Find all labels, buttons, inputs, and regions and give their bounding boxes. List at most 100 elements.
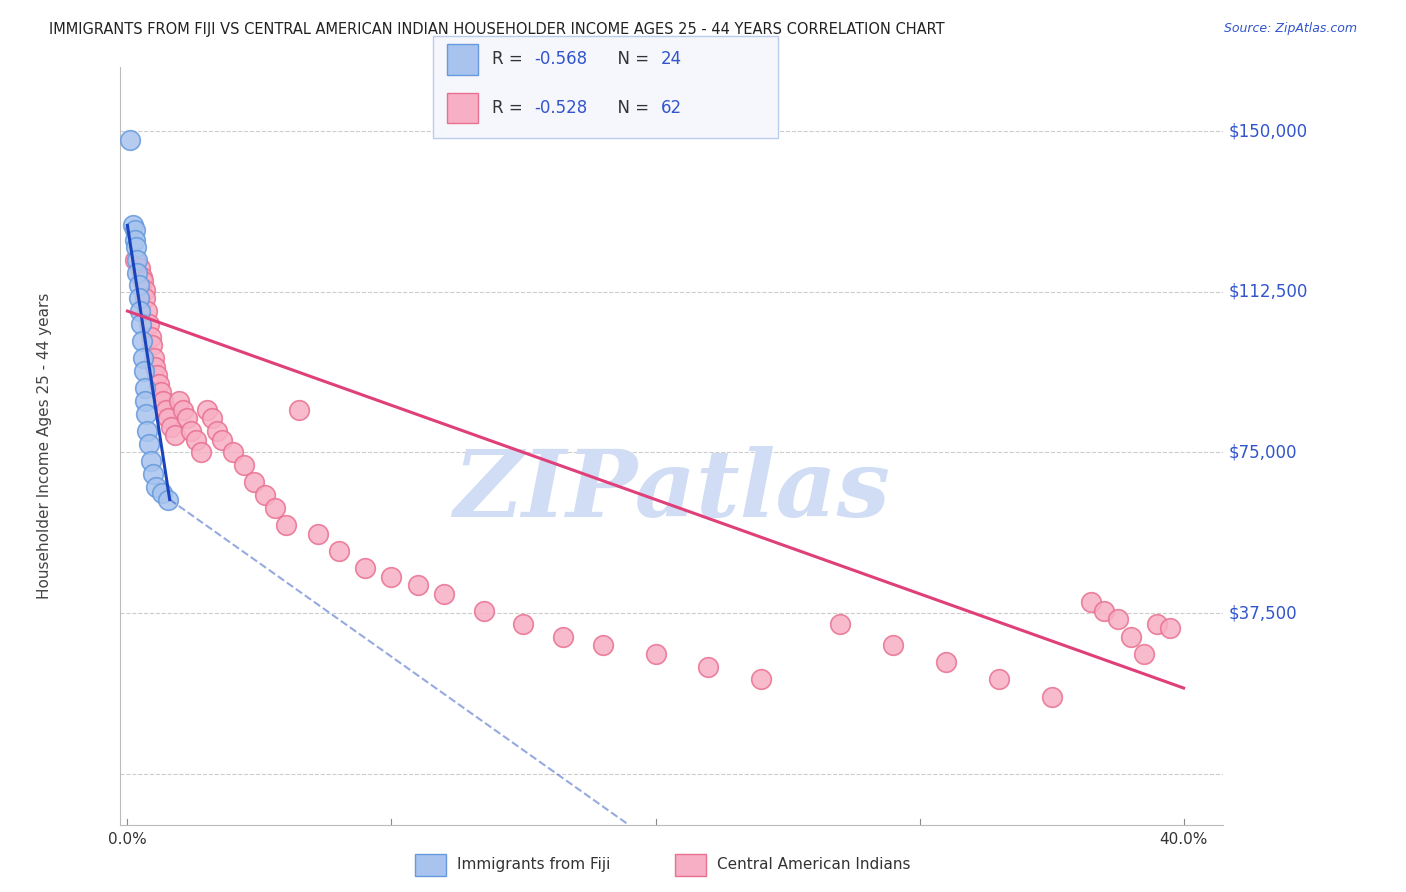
Point: [136, 304, 159, 318]
Point: [288, 402, 311, 417]
Point: [132, 351, 155, 366]
Point: [132, 364, 155, 378]
Point: [129, 304, 152, 318]
Point: [160, 419, 183, 434]
Point: [135, 407, 157, 421]
Point: [155, 402, 177, 417]
Text: 62: 62: [661, 99, 682, 117]
Point: [1119, 630, 1142, 644]
Point: [138, 437, 160, 451]
Point: [987, 673, 1010, 687]
Point: [222, 445, 245, 459]
Point: [1040, 690, 1063, 704]
Point: [145, 480, 167, 494]
Point: [328, 544, 350, 558]
Point: [180, 424, 202, 438]
Point: [243, 475, 266, 490]
Point: [211, 433, 233, 447]
Point: [150, 385, 173, 400]
Point: [1133, 647, 1156, 661]
Point: [128, 278, 150, 293]
Point: [472, 604, 495, 618]
Point: [264, 501, 287, 516]
Point: [512, 616, 534, 631]
Point: [406, 578, 429, 592]
Point: [143, 359, 166, 374]
Point: [1159, 621, 1181, 635]
Point: [118, 133, 141, 147]
Text: IMMIGRANTS FROM FIJI VS CENTRAL AMERICAN INDIAN HOUSEHOLDER INCOME AGES 25 - 44 : IMMIGRANTS FROM FIJI VS CENTRAL AMERICAN…: [49, 22, 945, 37]
Point: [190, 445, 212, 459]
Point: [354, 561, 377, 575]
Point: [131, 269, 153, 284]
Text: $75,000: $75,000: [1229, 443, 1296, 461]
Point: [142, 351, 165, 366]
Point: [1146, 616, 1168, 631]
Point: [1080, 595, 1102, 609]
Point: [125, 240, 148, 254]
Point: [184, 433, 207, 447]
Point: [125, 252, 148, 267]
Point: [129, 317, 152, 331]
Point: [134, 283, 156, 297]
Point: [749, 673, 772, 687]
Point: [157, 411, 180, 425]
Point: [163, 428, 186, 442]
Point: [134, 381, 156, 395]
Point: [150, 486, 173, 500]
Text: Central American Indians: Central American Indians: [717, 857, 911, 872]
Point: [433, 587, 456, 601]
Point: [152, 394, 174, 409]
Point: [124, 233, 146, 247]
Point: [253, 488, 276, 502]
Text: Immigrants from Fiji: Immigrants from Fiji: [457, 857, 610, 872]
Point: [128, 291, 150, 305]
Text: $150,000: $150,000: [1229, 122, 1308, 140]
Text: Householder Income Ages 25 - 44 years: Householder Income Ages 25 - 44 years: [37, 293, 52, 599]
Point: [380, 569, 402, 583]
Point: [134, 291, 156, 305]
Point: [157, 492, 180, 507]
Point: [592, 638, 614, 652]
Text: $37,500: $37,500: [1229, 604, 1298, 622]
Point: [205, 424, 228, 438]
Point: [1107, 612, 1129, 626]
Text: R =: R =: [492, 99, 529, 117]
Point: [882, 638, 904, 652]
Point: [131, 334, 153, 348]
Text: -0.528: -0.528: [534, 99, 588, 117]
Text: -0.568: -0.568: [534, 51, 588, 69]
Point: [132, 274, 155, 288]
Point: [139, 330, 162, 344]
Text: R =: R =: [492, 51, 529, 69]
Point: [129, 261, 152, 276]
Text: ZIPatlas: ZIPatlas: [453, 447, 890, 536]
Text: Source: ZipAtlas.com: Source: ZipAtlas.com: [1223, 22, 1357, 36]
Point: [127, 266, 149, 280]
Point: [274, 518, 297, 533]
Point: [138, 317, 160, 331]
Point: [830, 616, 852, 631]
Point: [136, 424, 159, 438]
Text: $112,500: $112,500: [1229, 283, 1308, 301]
Point: [124, 222, 146, 236]
Point: [148, 376, 170, 391]
Point: [124, 252, 146, 267]
Point: [195, 402, 218, 417]
Point: [176, 411, 198, 425]
Point: [134, 394, 156, 409]
Text: N =: N =: [607, 51, 655, 69]
Point: [201, 411, 224, 425]
Point: [553, 630, 575, 644]
Text: 24: 24: [661, 51, 682, 69]
Point: [172, 402, 194, 417]
Point: [307, 526, 329, 541]
Point: [139, 454, 162, 468]
Point: [121, 219, 143, 233]
Text: 0.0%: 0.0%: [108, 831, 146, 847]
Text: N =: N =: [607, 99, 655, 117]
Point: [146, 368, 169, 383]
Text: 40.0%: 40.0%: [1160, 831, 1208, 847]
Point: [141, 467, 163, 481]
Point: [167, 394, 190, 409]
